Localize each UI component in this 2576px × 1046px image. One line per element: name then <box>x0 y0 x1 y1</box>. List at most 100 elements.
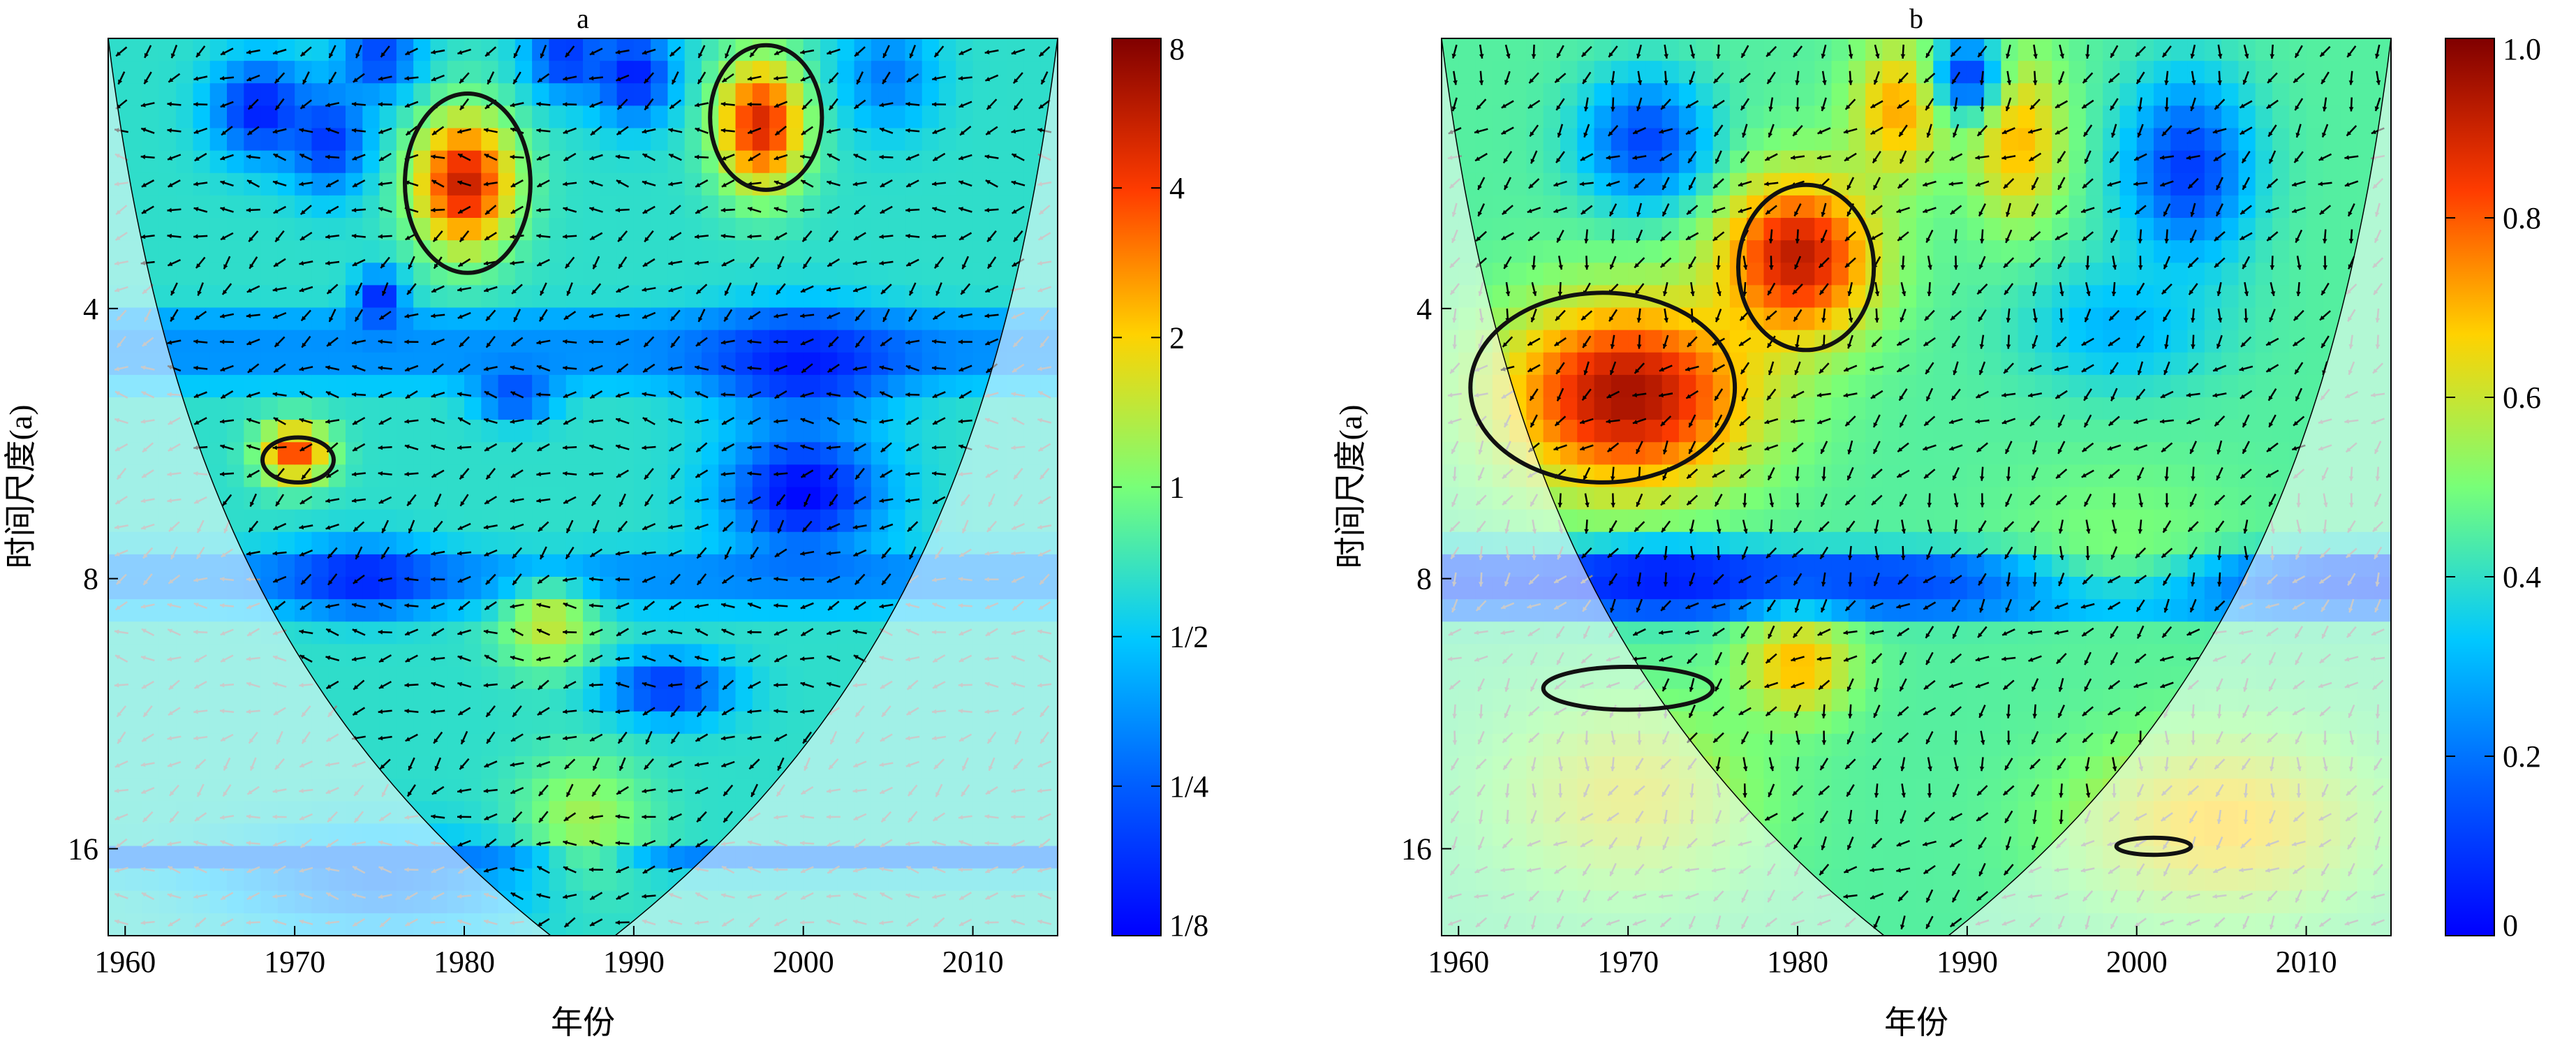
heatmap-cell <box>1967 150 1985 174</box>
phase-arrow <box>694 365 709 371</box>
heatmap-cell <box>565 38 584 61</box>
phase-arrow <box>747 234 762 240</box>
heatmap-cell <box>769 487 787 510</box>
heatmap-cell <box>1831 487 1849 510</box>
heatmap-cell <box>481 352 499 376</box>
phase-arrow <box>668 153 682 161</box>
heatmap-cell <box>718 599 736 623</box>
heatmap-cell <box>1577 420 1595 443</box>
phase-arrow <box>457 682 471 688</box>
heatmap-cell <box>921 105 940 129</box>
heatmap-cell <box>2001 644 2019 668</box>
heatmap-cell <box>1492 240 1510 264</box>
phase-arrow <box>483 524 498 530</box>
heatmap-cell <box>633 577 651 600</box>
phase-arrow <box>694 762 709 767</box>
heatmap-cell <box>549 83 567 107</box>
phase-arrow <box>747 471 762 476</box>
heatmap-cell <box>498 330 516 353</box>
heatmap-cell <box>1763 240 1782 264</box>
phase-arrow <box>510 365 524 371</box>
phase-arrow <box>773 313 788 318</box>
heatmap-cell <box>549 711 567 735</box>
phase-arrow <box>669 46 681 57</box>
heatmap-cell <box>1712 666 1731 690</box>
heatmap-cell <box>2052 688 2070 712</box>
phase-arrow <box>272 522 287 531</box>
phase-arrow <box>510 419 524 424</box>
heatmap-cell <box>447 352 465 376</box>
heatmap-cell <box>616 846 635 869</box>
heatmap-cell <box>1831 150 1849 174</box>
heatmap-cell <box>972 263 991 286</box>
heatmap-cell <box>396 420 414 443</box>
heatmap-cell <box>430 688 448 712</box>
heatmap-cell <box>905 263 923 286</box>
heatmap-cell <box>583 307 601 331</box>
heatmap-cell <box>515 509 533 533</box>
phase-arrow <box>802 731 813 744</box>
heatmap-cell <box>718 509 736 533</box>
phase-arrow <box>457 551 472 556</box>
phase-arrow <box>617 731 628 744</box>
heatmap-cell <box>888 509 906 533</box>
heatmap-cell <box>1882 868 1900 892</box>
heatmap-cell <box>413 420 431 443</box>
heatmap-cell <box>227 195 245 219</box>
phase-arrow <box>589 419 603 424</box>
phase-arrow <box>720 101 735 107</box>
heatmap-cell <box>667 307 686 331</box>
heatmap-cell <box>227 442 245 466</box>
heatmap-cell <box>1747 644 1765 668</box>
heatmap-cell <box>871 531 889 555</box>
phase-arrow <box>406 784 416 797</box>
heatmap-cell <box>158 240 177 264</box>
heatmap-cell <box>905 128 923 152</box>
phase-arrow <box>378 471 392 476</box>
phase-arrow <box>695 390 709 399</box>
phase-arrow <box>723 811 733 823</box>
phase-arrow <box>747 339 762 344</box>
phase-arrow <box>272 286 287 292</box>
phase-arrow <box>905 364 920 371</box>
phase-arrow <box>882 309 890 323</box>
heatmap-cell <box>295 554 313 577</box>
heatmap-cell <box>481 487 499 510</box>
phase-arrow <box>642 575 656 583</box>
heatmap-cell <box>2018 688 2036 712</box>
phase-arrow <box>510 154 524 160</box>
heatmap-cell <box>379 711 397 735</box>
heatmap-cell <box>311 644 330 668</box>
phase-arrow <box>272 48 287 55</box>
phase-arrow <box>510 260 524 266</box>
phase-arrow <box>908 309 917 322</box>
heatmap-cell <box>328 554 346 577</box>
heatmap-cell <box>277 150 295 174</box>
phase-arrow <box>378 102 392 107</box>
heatmap-cell <box>921 352 940 376</box>
heatmap-cell <box>854 420 872 443</box>
heatmap-cell <box>1984 846 2002 869</box>
phase-arrow <box>826 392 841 397</box>
phase-arrow <box>721 628 735 636</box>
heatmap-cell <box>1645 397 1663 420</box>
phase-arrow <box>1011 180 1026 186</box>
heatmap-cell <box>464 307 482 331</box>
phase-arrow <box>220 232 234 241</box>
heatmap-cell <box>939 397 957 420</box>
heatmap-cell <box>1933 779 1951 802</box>
heatmap-cell <box>565 531 584 555</box>
heatmap-cell <box>956 61 974 84</box>
heatmap-cell <box>209 172 228 196</box>
heatmap-cell <box>209 374 228 398</box>
phase-arrow <box>801 98 813 110</box>
heatmap-cell <box>1763 621 1782 645</box>
heatmap-cell <box>651 128 669 152</box>
phase-arrow <box>697 71 706 84</box>
phase-arrow <box>193 417 207 425</box>
heatmap-cell <box>888 464 906 488</box>
heatmap-cell <box>362 83 380 107</box>
heatmap-cell <box>2018 352 2036 376</box>
phase-arrow <box>933 45 945 58</box>
heatmap-cell <box>1950 263 1968 286</box>
